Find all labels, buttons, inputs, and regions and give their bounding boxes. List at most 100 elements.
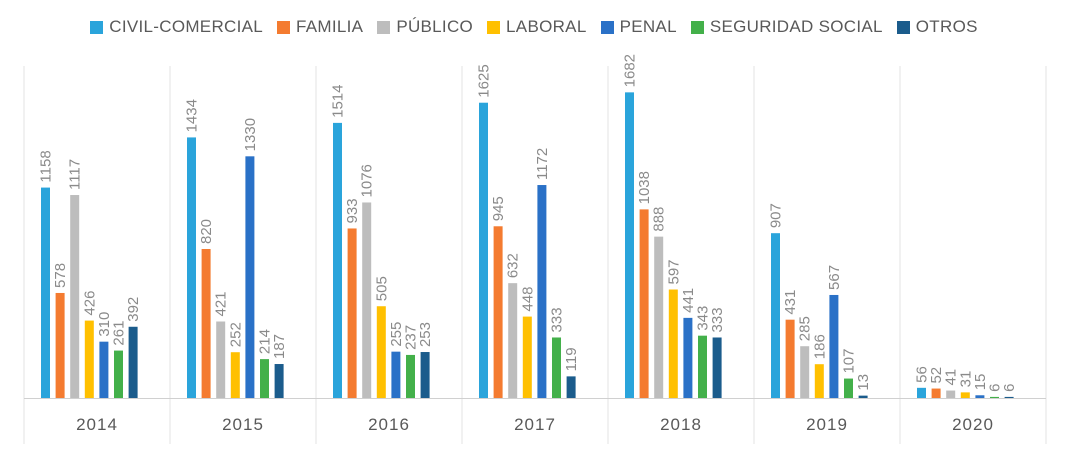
bar-seguridad-social-2020 <box>990 396 999 398</box>
legend-swatch <box>896 20 910 34</box>
data-label: 285 <box>797 316 814 341</box>
data-label: 1117 <box>67 159 84 190</box>
data-label: 187 <box>271 334 288 359</box>
bar-penal-2016 <box>391 351 401 398</box>
data-label: 1076 <box>359 164 376 197</box>
legend-item-otros: OTROS <box>896 17 978 37</box>
data-label: 392 <box>125 297 142 322</box>
data-label: 933 <box>344 198 361 223</box>
data-label: 6 <box>1001 384 1018 392</box>
legend-label: LABORAL <box>506 17 587 36</box>
bar-otros-2018 <box>712 337 722 398</box>
data-label: 597 <box>665 259 682 284</box>
data-label: 1434 <box>184 99 201 132</box>
data-label: 119 <box>563 347 580 371</box>
bar-civil-comercial-2017 <box>479 102 488 398</box>
bar-civil-comercial-2020 <box>917 387 926 398</box>
legend: CIVIL-COMERCIAL FAMILIA PÚBLICO LABORAL PENA… <box>0 14 1068 40</box>
legend-item-penal: PENAL <box>600 17 677 37</box>
bar-seguridad-social-2019 <box>844 378 853 398</box>
bar-otros-2016 <box>420 352 430 398</box>
bar-laboral-2014 <box>84 320 94 398</box>
bar-penal-2018 <box>683 317 693 398</box>
legend-item-laboral: LABORAL <box>487 17 587 37</box>
bar-laboral-2017 <box>522 316 532 398</box>
data-label: 632 <box>505 253 522 278</box>
bar-civil-comercial-2016 <box>333 122 342 398</box>
bar-laboral-2019 <box>814 364 824 398</box>
data-label: 1172 <box>534 148 551 180</box>
bar-penal-2019 <box>829 294 839 398</box>
legend-item-seguridad-social: SEGURIDAD SOCIAL <box>690 17 883 37</box>
data-label: 1038 <box>636 171 653 204</box>
data-label: 1625 <box>476 64 493 97</box>
data-label: 945 <box>490 196 507 221</box>
data-label: 6 <box>987 384 1004 392</box>
bar-otros-2020 <box>1004 396 1014 398</box>
data-label: 578 <box>52 263 69 288</box>
bar-seguridad-social-2017 <box>552 337 561 398</box>
legend-label: PENAL <box>619 17 677 36</box>
data-label: 13 <box>855 374 872 391</box>
data-label: 41 <box>943 369 960 386</box>
bar-publico-2019 <box>800 346 810 398</box>
x-tick-label: 2016 <box>368 415 410 434</box>
bar-civil-comercial-2018 <box>625 92 634 399</box>
data-label: 343 <box>695 306 712 331</box>
legend-swatch <box>277 20 291 34</box>
data-label: 237 <box>403 325 420 350</box>
legend-label: CIVIL-COMERCIAL <box>109 17 264 36</box>
legend-swatch <box>600 20 614 34</box>
bar-publico-2014 <box>70 195 80 398</box>
bar-seguridad-social-2016 <box>406 354 415 398</box>
data-label: 1158 <box>38 150 55 182</box>
data-label: 820 <box>198 219 215 244</box>
data-label: 567 <box>826 265 843 290</box>
data-label: 253 <box>417 322 434 347</box>
data-label: 31 <box>957 371 974 388</box>
x-tick-label: 2020 <box>952 415 994 434</box>
data-label: 310 <box>96 312 113 337</box>
x-tick-label: 2015 <box>222 415 264 434</box>
bar-familia-2016 <box>347 228 357 398</box>
legend-item-publico: PÚBLICO <box>377 17 473 37</box>
legend-swatch <box>487 20 501 34</box>
bar-publico-2017 <box>508 283 518 398</box>
bar-publico-2016 <box>362 202 372 398</box>
legend-label: OTROS <box>915 17 978 36</box>
bar-publico-2018 <box>654 236 664 398</box>
data-label: 505 <box>373 276 390 301</box>
data-label: 1682 <box>622 54 639 87</box>
x-tick-label: 2014 <box>76 415 118 434</box>
bar-penal-2014 <box>99 341 109 398</box>
bar-seguridad-social-2018 <box>698 335 707 398</box>
data-label: 255 <box>388 322 405 347</box>
legend-label: FAMILIA <box>296 17 364 36</box>
bar-familia-2019 <box>785 319 795 398</box>
data-label: 15 <box>972 374 989 391</box>
bar-penal-2020 <box>975 395 985 398</box>
bar-familia-2018 <box>639 209 649 398</box>
legend-item-familia: FAMILIA <box>277 17 363 37</box>
bar-seguridad-social-2015 <box>260 359 269 398</box>
bar-familia-2020 <box>931 388 941 398</box>
bar-penal-2017 <box>537 185 547 398</box>
data-label: 252 <box>227 322 244 347</box>
data-label: 448 <box>519 287 536 312</box>
data-label: 333 <box>709 307 726 332</box>
bar-otros-2014 <box>128 326 138 398</box>
bar-civil-comercial-2019 <box>771 233 780 398</box>
x-tick-label: 2019 <box>806 415 848 434</box>
data-label: 56 <box>914 366 931 383</box>
data-label: 107 <box>841 349 858 374</box>
bar-laboral-2018 <box>668 289 678 398</box>
data-label: 431 <box>782 290 799 315</box>
legend-swatch <box>90 20 104 34</box>
bar-otros-2019 <box>858 395 868 398</box>
bar-laboral-2016 <box>376 306 386 398</box>
legend-label: SEGURIDAD SOCIAL <box>709 17 883 36</box>
bar-publico-2015 <box>216 321 226 398</box>
bar-penal-2015 <box>245 156 255 398</box>
legend-swatch <box>377 20 391 34</box>
data-label: 1514 <box>330 85 347 118</box>
